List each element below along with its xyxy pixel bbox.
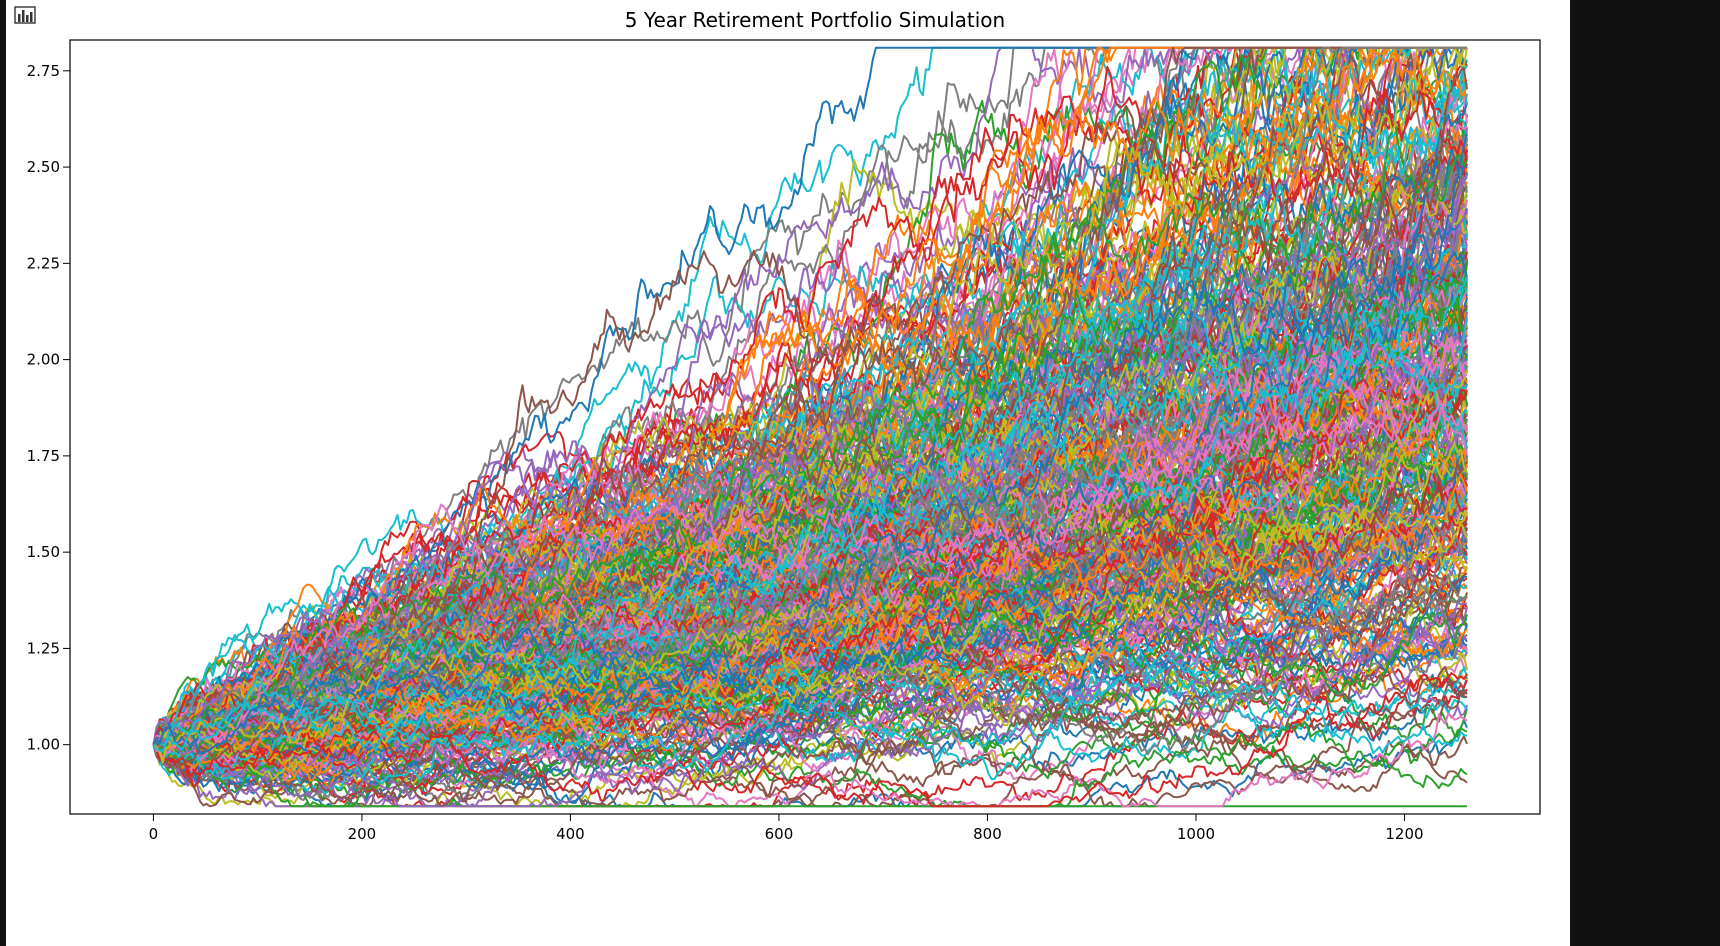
y-tick-label: 2.50 xyxy=(27,158,60,176)
simulation-line-381 xyxy=(152,584,1468,746)
simulation-line-411 xyxy=(152,473,1468,778)
simulation-line-396 xyxy=(152,341,1468,764)
y-tick-label: 2.25 xyxy=(27,254,60,272)
simulation-line-420 xyxy=(152,252,1468,755)
simulation-line-405 xyxy=(152,67,1468,749)
simulation-line-397 xyxy=(152,502,1468,746)
simulation-line-409 xyxy=(152,299,1468,776)
plot-frame xyxy=(69,39,1541,815)
y-axis: 1.00 1.25 1.50 1.75 2.00 2.25 2.50 2.75 xyxy=(27,62,70,754)
plot-canvas: 5 Year Retirement Portfolio Simulation 0… xyxy=(6,0,1570,946)
chart-title: 5 Year Retirement Portfolio Simulation xyxy=(625,8,1005,32)
simulation-line-359 xyxy=(153,268,1468,746)
simulation-line-413 xyxy=(152,672,1468,808)
simulation-line-388 xyxy=(152,369,1468,765)
simulation-line-407 xyxy=(153,492,1468,746)
series-layer xyxy=(152,46,1468,808)
simulation-line-125 xyxy=(152,726,1468,808)
y-tick-label: 2.00 xyxy=(27,351,60,369)
line-chart: 5 Year Retirement Portfolio Simulation 0… xyxy=(27,8,1541,843)
y-tick-label: 1.25 xyxy=(27,639,60,657)
simulation-line-394 xyxy=(152,586,1468,808)
simulation-line-415 xyxy=(152,431,1468,767)
x-tick-label: 800 xyxy=(973,825,1002,843)
y-tick-label: 2.75 xyxy=(27,62,60,80)
y-tick-label: 1.75 xyxy=(27,447,60,465)
simulation-line-312 xyxy=(152,721,1468,808)
x-tick-label: 1200 xyxy=(1385,825,1423,843)
x-axis: 0 200 400 600 800 1000 1200 xyxy=(149,814,1424,843)
notebook-left-border xyxy=(0,0,6,946)
x-tick-label: 1000 xyxy=(1177,825,1215,843)
simulation-line-385 xyxy=(152,46,1467,746)
simulation-line-395 xyxy=(152,666,1468,808)
simulation-line-344 xyxy=(152,383,1468,764)
simulation-line-404 xyxy=(152,174,1468,755)
notebook-right-panel xyxy=(1570,0,1720,946)
simulation-line-275 xyxy=(152,149,1468,746)
x-tick-label: 0 xyxy=(149,825,159,843)
simulation-line-386 xyxy=(152,336,1468,753)
y-tick-label: 1.50 xyxy=(27,543,60,561)
simulation-line-417 xyxy=(152,46,1467,748)
simulation-line-353 xyxy=(153,150,1468,770)
simulation-line-419 xyxy=(152,666,1468,781)
y-tick-label: 1.00 xyxy=(27,736,60,754)
simulation-line-308 xyxy=(153,47,1468,775)
x-tick-label: 200 xyxy=(348,825,377,843)
simulation-line-373 xyxy=(152,378,1468,780)
x-tick-label: 400 xyxy=(556,825,585,843)
x-tick-label: 600 xyxy=(765,825,794,843)
simulation-line-382 xyxy=(153,455,1468,761)
simulation-line-418 xyxy=(152,443,1468,764)
simulation-line-291 xyxy=(152,126,1468,751)
simulation-line-391 xyxy=(152,430,1468,770)
simulation-line-421 xyxy=(152,276,1468,753)
simulation-line-314 xyxy=(152,49,1468,746)
simulation-line-401 xyxy=(152,49,1468,749)
chart-icon[interactable] xyxy=(14,6,36,24)
simulation-line-279 xyxy=(152,666,1468,795)
